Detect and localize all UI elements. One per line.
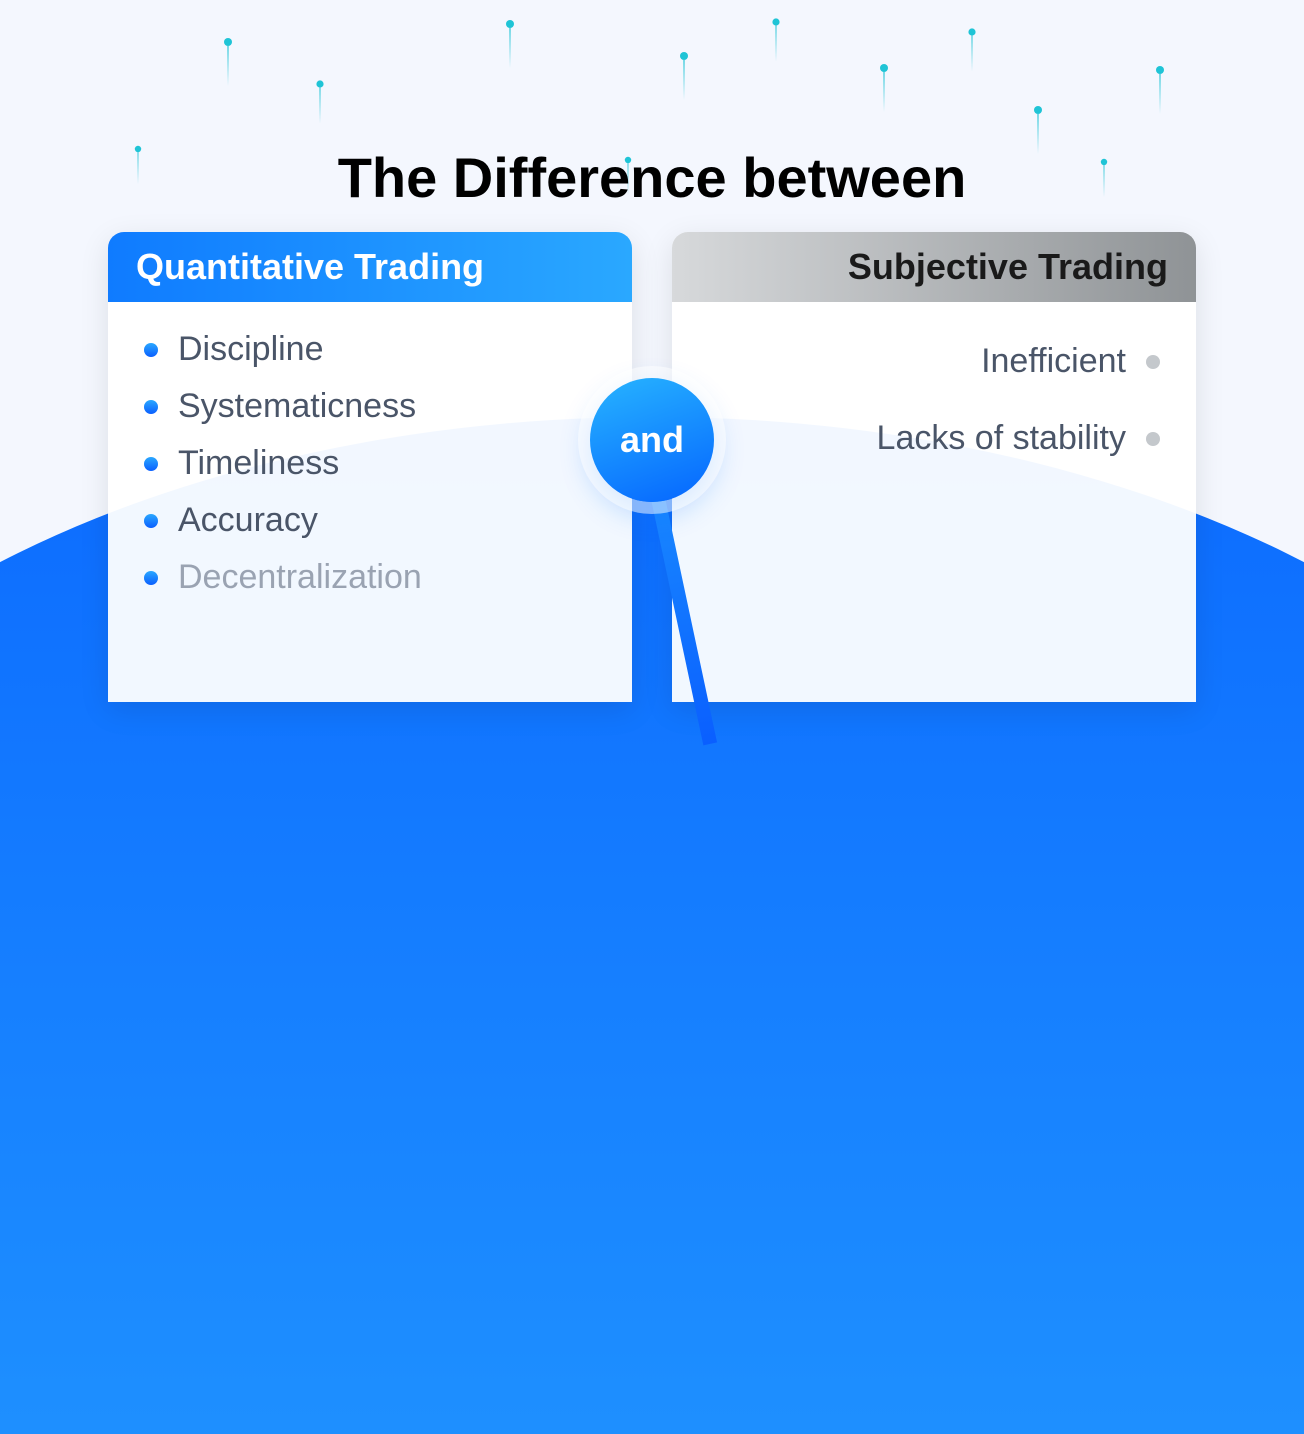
bullet-icon: [144, 571, 158, 585]
particle-dot: [316, 80, 323, 87]
bullet-icon: [1146, 355, 1160, 369]
particle-trail: [683, 60, 685, 100]
particle-trail: [971, 36, 973, 72]
list-item-label: Accuracy: [178, 501, 318, 540]
list-item-label: Decentralization: [178, 558, 422, 597]
list-item: Systematicness: [144, 387, 596, 426]
particle-trail: [883, 72, 885, 112]
right-card-header: Subjective Trading: [672, 232, 1196, 302]
bullet-icon: [144, 400, 158, 414]
list-item: Accuracy: [144, 501, 596, 540]
particle-trail: [227, 46, 229, 86]
list-item-label: Lacks of stability: [877, 419, 1126, 458]
left-card-body: Discipline Systematicness Timeliness Accura…: [108, 302, 632, 597]
particle-trail: [1159, 74, 1161, 114]
left-card-title: Quantitative Trading: [136, 246, 484, 288]
left-card: Quantitative Trading Discipline Systemati…: [108, 232, 632, 702]
right-card-title: Subjective Trading: [848, 246, 1168, 288]
bullet-icon: [144, 457, 158, 471]
center-badge-label: and: [620, 419, 684, 461]
bullet-icon: [144, 343, 158, 357]
particle-dot: [1156, 66, 1164, 74]
particle-trail: [775, 26, 777, 62]
bullet-icon: [1146, 432, 1160, 446]
center-and-badge: and: [590, 378, 714, 502]
list-item-label: Timeliness: [178, 444, 339, 483]
bullet-icon: [144, 514, 158, 528]
particle-trail: [319, 88, 321, 124]
particle-dot: [506, 20, 514, 28]
list-item: Decentralization: [144, 558, 596, 597]
particle-dot: [968, 28, 975, 35]
list-item: Discipline: [144, 330, 596, 369]
list-item: Inefficient: [708, 342, 1160, 381]
right-card: Subjective Trading Inefficient Lacks of s…: [672, 232, 1196, 702]
particle-trail: [509, 28, 511, 68]
page-title: The Difference between: [0, 145, 1304, 210]
list-item: Lacks of stability: [708, 419, 1160, 458]
particle-dot: [224, 38, 232, 46]
particle-dot: [1034, 106, 1042, 114]
left-card-header: Quantitative Trading: [108, 232, 632, 302]
right-card-body: Inefficient Lacks of stability: [672, 302, 1196, 458]
particle-dot: [880, 64, 888, 72]
particle-dot: [772, 18, 779, 25]
list-item-label: Discipline: [178, 330, 324, 369]
list-item-label: Inefficient: [981, 342, 1126, 381]
list-item: Timeliness: [144, 444, 596, 483]
particle-dot: [680, 52, 688, 60]
list-item-label: Systematicness: [178, 387, 416, 426]
